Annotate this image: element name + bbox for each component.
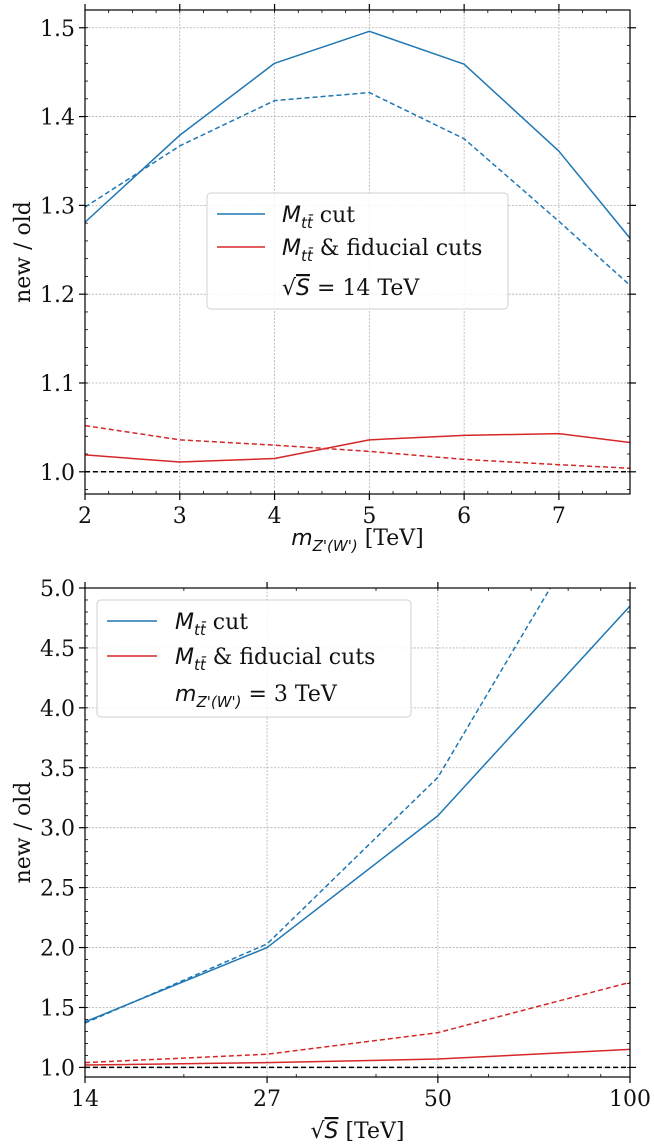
- series-group: [85, 30, 630, 469]
- chart-top: 2 3 4 5 6 7 1.0 1.1 1.2 1.3 1.4 1.5 mZ'(W') [TeV] new…: [11, 4, 636, 555]
- y-axis-label: new / old: [11, 782, 36, 884]
- series-line-red-dashed: [85, 981, 630, 1064]
- legend-box: [206, 192, 509, 310]
- math-subscript: tt̄: [194, 655, 207, 674]
- math-subscript: tt̄: [301, 213, 314, 232]
- math-symbol: M: [282, 203, 301, 228]
- label-rest: = 14 TeV: [310, 276, 420, 301]
- series-line-blue-solid: [85, 605, 630, 1023]
- label-rest: & fiducial cuts: [313, 236, 483, 261]
- math-symbol: S: [296, 276, 310, 301]
- x-axis-label: √S [TeV]: [310, 1119, 404, 1144]
- label-rest: [TeV]: [358, 526, 424, 551]
- x-tick-label: 2: [78, 504, 92, 529]
- legend-box: [96, 599, 412, 718]
- y-tick-label: 1.5: [40, 17, 75, 42]
- x-tick-label: 3: [173, 504, 187, 529]
- math-subscript: tt̄: [194, 620, 207, 639]
- x-tick-label: 4: [268, 504, 282, 529]
- y-tick-label: 2.5: [40, 877, 75, 902]
- legend-label: Mtt̄ cut: [282, 203, 355, 232]
- x-tick-label: 50: [424, 1087, 452, 1112]
- x-tick-label: 7: [552, 504, 566, 529]
- math-subscript: Z'(W'): [312, 537, 358, 555]
- series-line-red-solid: [85, 1048, 630, 1066]
- math-symbol: M: [282, 236, 301, 261]
- legend-note: √S = 14 TeV: [282, 276, 420, 301]
- series-line-red-solid: [85, 432, 630, 463]
- label-rest: cut: [313, 203, 355, 228]
- math-sqrt: √: [282, 276, 297, 301]
- y-axis-label: new / old: [11, 201, 36, 303]
- y-tick-label: 1.0: [40, 461, 75, 486]
- x-tick-label: 14: [71, 1087, 99, 1112]
- series-line-red-dashed: [85, 424, 630, 469]
- y-tick-label: 1.2: [40, 283, 75, 308]
- y-tick-label: 2.0: [40, 937, 75, 962]
- y-tick-label: 1.1: [40, 372, 75, 397]
- math-subscript: Z'(W'): [195, 693, 241, 711]
- y-tick-label: 4.5: [40, 637, 75, 662]
- math-symbol: M: [175, 645, 194, 670]
- x-tick-label: 6: [457, 504, 471, 529]
- label-rest: = 3 TeV: [242, 682, 338, 707]
- axes-frame: [84, 9, 631, 495]
- math-sqrt: √: [310, 1119, 325, 1144]
- math-symbol: m: [175, 682, 196, 707]
- series-line-blue-dashed: [85, 91, 630, 286]
- label-rest: [TeV]: [338, 1119, 404, 1144]
- series-line-blue-solid: [85, 30, 630, 239]
- y-tick-label: 3.0: [40, 817, 75, 842]
- y-tick-label: 4.0: [40, 697, 75, 722]
- math-symbol: M: [175, 610, 194, 635]
- legend-label: Mtt̄ & fiducial cuts: [175, 645, 375, 674]
- x-tick-label: 27: [253, 1087, 281, 1112]
- math-symbol: S: [325, 1119, 339, 1144]
- label-rest: cut: [206, 610, 248, 635]
- y-tick-label: 1.4: [40, 106, 75, 131]
- legend-label: Mtt̄ & fiducial cuts: [282, 236, 482, 265]
- legend-note: mZ'(W') = 3 TeV: [175, 682, 338, 711]
- series-group: [85, 588, 630, 1066]
- math-subscript: tt̄: [301, 246, 314, 265]
- x-tick-label: 100: [609, 1087, 651, 1112]
- axes-frame: [84, 587, 631, 1078]
- chart-bottom: 14 27 50 100 1.0 1.5 2.0 2.5 3.0 3.5 4.0 4.5 5.0 √S […: [11, 577, 651, 1144]
- x-axis-label: mZ'(W') [TeV]: [291, 526, 424, 555]
- math-symbol: m: [291, 526, 312, 551]
- series-line-blue-dashed: [85, 588, 551, 1024]
- y-tick-label: 3.5: [40, 757, 75, 782]
- y-tick-label: 1.3: [40, 194, 75, 219]
- label-rest: & fiducial cuts: [206, 645, 376, 670]
- x-tick-label: 5: [362, 504, 376, 529]
- legend-label: Mtt̄ cut: [175, 610, 248, 639]
- y-tick-label: 1.0: [40, 1056, 75, 1081]
- y-tick-label: 1.5: [40, 996, 75, 1021]
- y-tick-label: 5.0: [40, 577, 75, 602]
